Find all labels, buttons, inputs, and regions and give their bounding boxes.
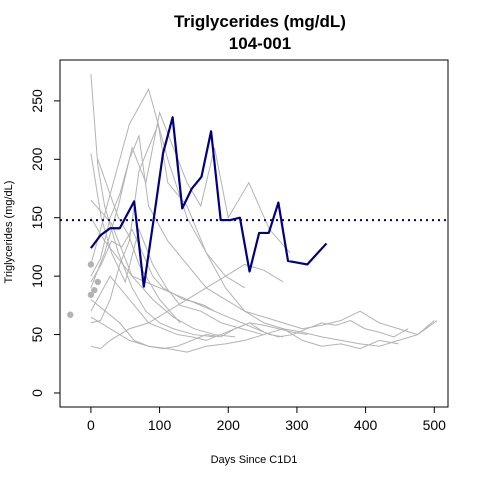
background-series-line xyxy=(90,316,435,353)
plot-frame xyxy=(59,59,449,408)
y-tick-label: 250 xyxy=(29,89,45,113)
x-axis: 0 100 200 300 400 500 xyxy=(87,406,447,433)
background-series-line xyxy=(90,217,284,338)
background-point xyxy=(91,286,98,294)
highlight-series-line xyxy=(90,116,328,288)
background-point xyxy=(94,278,101,286)
background-series-line xyxy=(90,110,291,289)
background-series-group xyxy=(90,73,438,353)
y-tick-label: 150 xyxy=(29,206,45,230)
y-tick-label: 50 xyxy=(29,327,45,343)
background-point xyxy=(67,311,74,318)
background-series-line xyxy=(90,87,245,289)
background-point xyxy=(87,261,95,268)
background-series-line xyxy=(90,199,236,338)
y-tick-label: 200 xyxy=(29,147,45,171)
background-series-line xyxy=(90,263,284,350)
background-series-line xyxy=(90,275,308,341)
x-tick-label: 400 xyxy=(354,417,378,433)
y-axis: 0 50 100 150 200 250 xyxy=(29,89,61,397)
x-tick-label: 100 xyxy=(148,417,172,433)
x-tick-label: 300 xyxy=(285,417,309,433)
background-series-line xyxy=(90,299,409,350)
background-points-group xyxy=(67,261,101,318)
background-series-line xyxy=(90,228,215,312)
background-series-line xyxy=(90,122,438,336)
x-tick-label: 500 xyxy=(423,417,447,433)
x-tick-label: 0 xyxy=(87,417,95,433)
y-tick-label: 0 xyxy=(29,389,45,397)
highlight-series-group xyxy=(90,116,328,288)
chart-subtitle: 104-001 xyxy=(229,34,291,53)
y-axis-label: Triglycerides (mg/dL) xyxy=(3,181,15,284)
background-series-line xyxy=(90,73,215,338)
background-point xyxy=(87,291,95,299)
x-tick-label: 200 xyxy=(217,417,241,433)
background-series-line xyxy=(90,134,399,350)
background-series-line xyxy=(97,159,181,324)
chart-title: Triglycerides (mg/dL) xyxy=(174,12,346,31)
x-axis-label: Days Since C1D1 xyxy=(211,454,298,466)
y-tick-label: 100 xyxy=(29,264,45,288)
